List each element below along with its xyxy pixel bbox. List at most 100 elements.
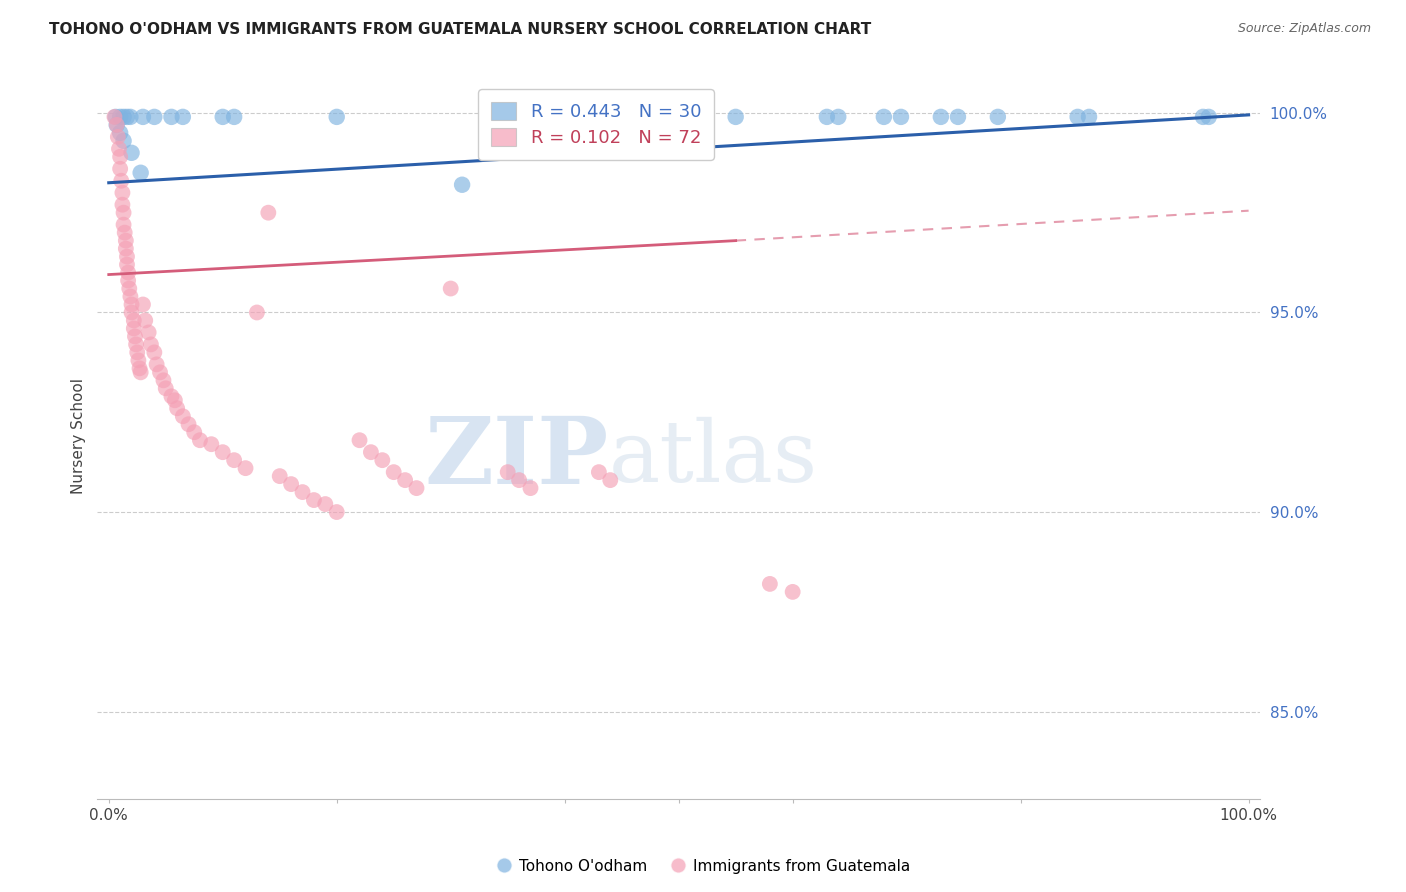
Point [110, 174, 132, 188]
Point [139, 337, 162, 351]
Point [929, 110, 952, 124]
Point [211, 110, 233, 124]
Point [105, 118, 128, 132]
Point [114, 226, 136, 240]
Text: ZIP: ZIP [425, 413, 609, 503]
Point [120, 110, 142, 124]
Point [394, 473, 416, 487]
Point [143, 345, 166, 359]
Point [873, 110, 896, 124]
Point [177, 417, 200, 432]
Point [160, 389, 183, 403]
Point [125, 337, 148, 351]
Point [129, 365, 152, 379]
Point [946, 110, 969, 124]
Legend: R = 0.443   N = 30, R = 0.102   N = 72: R = 0.443 N = 30, R = 0.102 N = 72 [478, 89, 714, 160]
Y-axis label: Nursery School: Nursery School [72, 378, 86, 494]
Point [127, 353, 149, 368]
Point [121, 305, 143, 319]
Point [325, 110, 347, 124]
Point [349, 434, 371, 448]
Point [108, 126, 131, 140]
Point [108, 150, 131, 164]
Point [183, 425, 205, 440]
Point [152, 373, 174, 387]
Point [112, 110, 135, 124]
Point [269, 469, 291, 483]
Point [188, 434, 211, 448]
Text: atlas: atlas [609, 417, 818, 500]
Point [405, 481, 427, 495]
Text: TOHONO O'ODHAM VS IMMIGRANTS FROM GUATEMALA NURSERY SCHOOL CORRELATION CHART: TOHONO O'ODHAM VS IMMIGRANTS FROM GUATEM… [49, 22, 872, 37]
Point [166, 401, 188, 416]
Point [382, 465, 405, 479]
Point [111, 197, 134, 211]
Point [132, 297, 155, 311]
Point [211, 445, 233, 459]
Point [155, 381, 177, 395]
Point [138, 326, 160, 340]
Point [1198, 110, 1220, 124]
Point [108, 142, 131, 156]
Point [1066, 110, 1088, 124]
Point [128, 361, 150, 376]
Point [224, 110, 246, 124]
Point [122, 321, 145, 335]
Point [280, 477, 302, 491]
Point [115, 110, 138, 124]
Point [759, 577, 782, 591]
Point [112, 205, 135, 219]
Point [246, 305, 269, 319]
Point [325, 505, 347, 519]
Point [987, 110, 1010, 124]
Point [115, 250, 138, 264]
Point [224, 453, 246, 467]
Point [117, 274, 139, 288]
Point [121, 145, 143, 160]
Point [160, 110, 183, 124]
Point [724, 110, 747, 124]
Point [120, 289, 142, 303]
Point [118, 281, 141, 295]
Point [1192, 110, 1215, 124]
Point [200, 437, 222, 451]
Point [172, 409, 194, 424]
Point [257, 205, 280, 219]
Point [588, 465, 610, 479]
Point [129, 166, 152, 180]
Point [508, 473, 530, 487]
Point [127, 345, 149, 359]
Legend: Tohono O'odham, Immigrants from Guatemala: Tohono O'odham, Immigrants from Guatemal… [489, 853, 917, 880]
Point [599, 473, 621, 487]
Point [302, 493, 325, 508]
Point [108, 110, 131, 124]
Point [143, 110, 166, 124]
Point [115, 234, 138, 248]
Point [112, 218, 135, 232]
Point [235, 461, 257, 475]
Point [451, 178, 474, 192]
Point [145, 357, 167, 371]
Point [1078, 110, 1101, 124]
Point [121, 297, 143, 311]
Point [117, 266, 139, 280]
Point [111, 186, 134, 200]
Point [496, 465, 519, 479]
Point [104, 110, 127, 124]
Point [124, 329, 146, 343]
Point [440, 281, 463, 295]
Point [132, 110, 155, 124]
Point [291, 485, 314, 500]
Point [360, 445, 382, 459]
Point [172, 110, 194, 124]
Point [122, 313, 145, 327]
Point [108, 161, 131, 176]
Point [519, 481, 541, 495]
Point [112, 134, 135, 148]
Point [163, 393, 186, 408]
Point [890, 110, 912, 124]
Point [314, 497, 336, 511]
Point [115, 258, 138, 272]
Point [782, 585, 804, 599]
Point [103, 110, 125, 124]
